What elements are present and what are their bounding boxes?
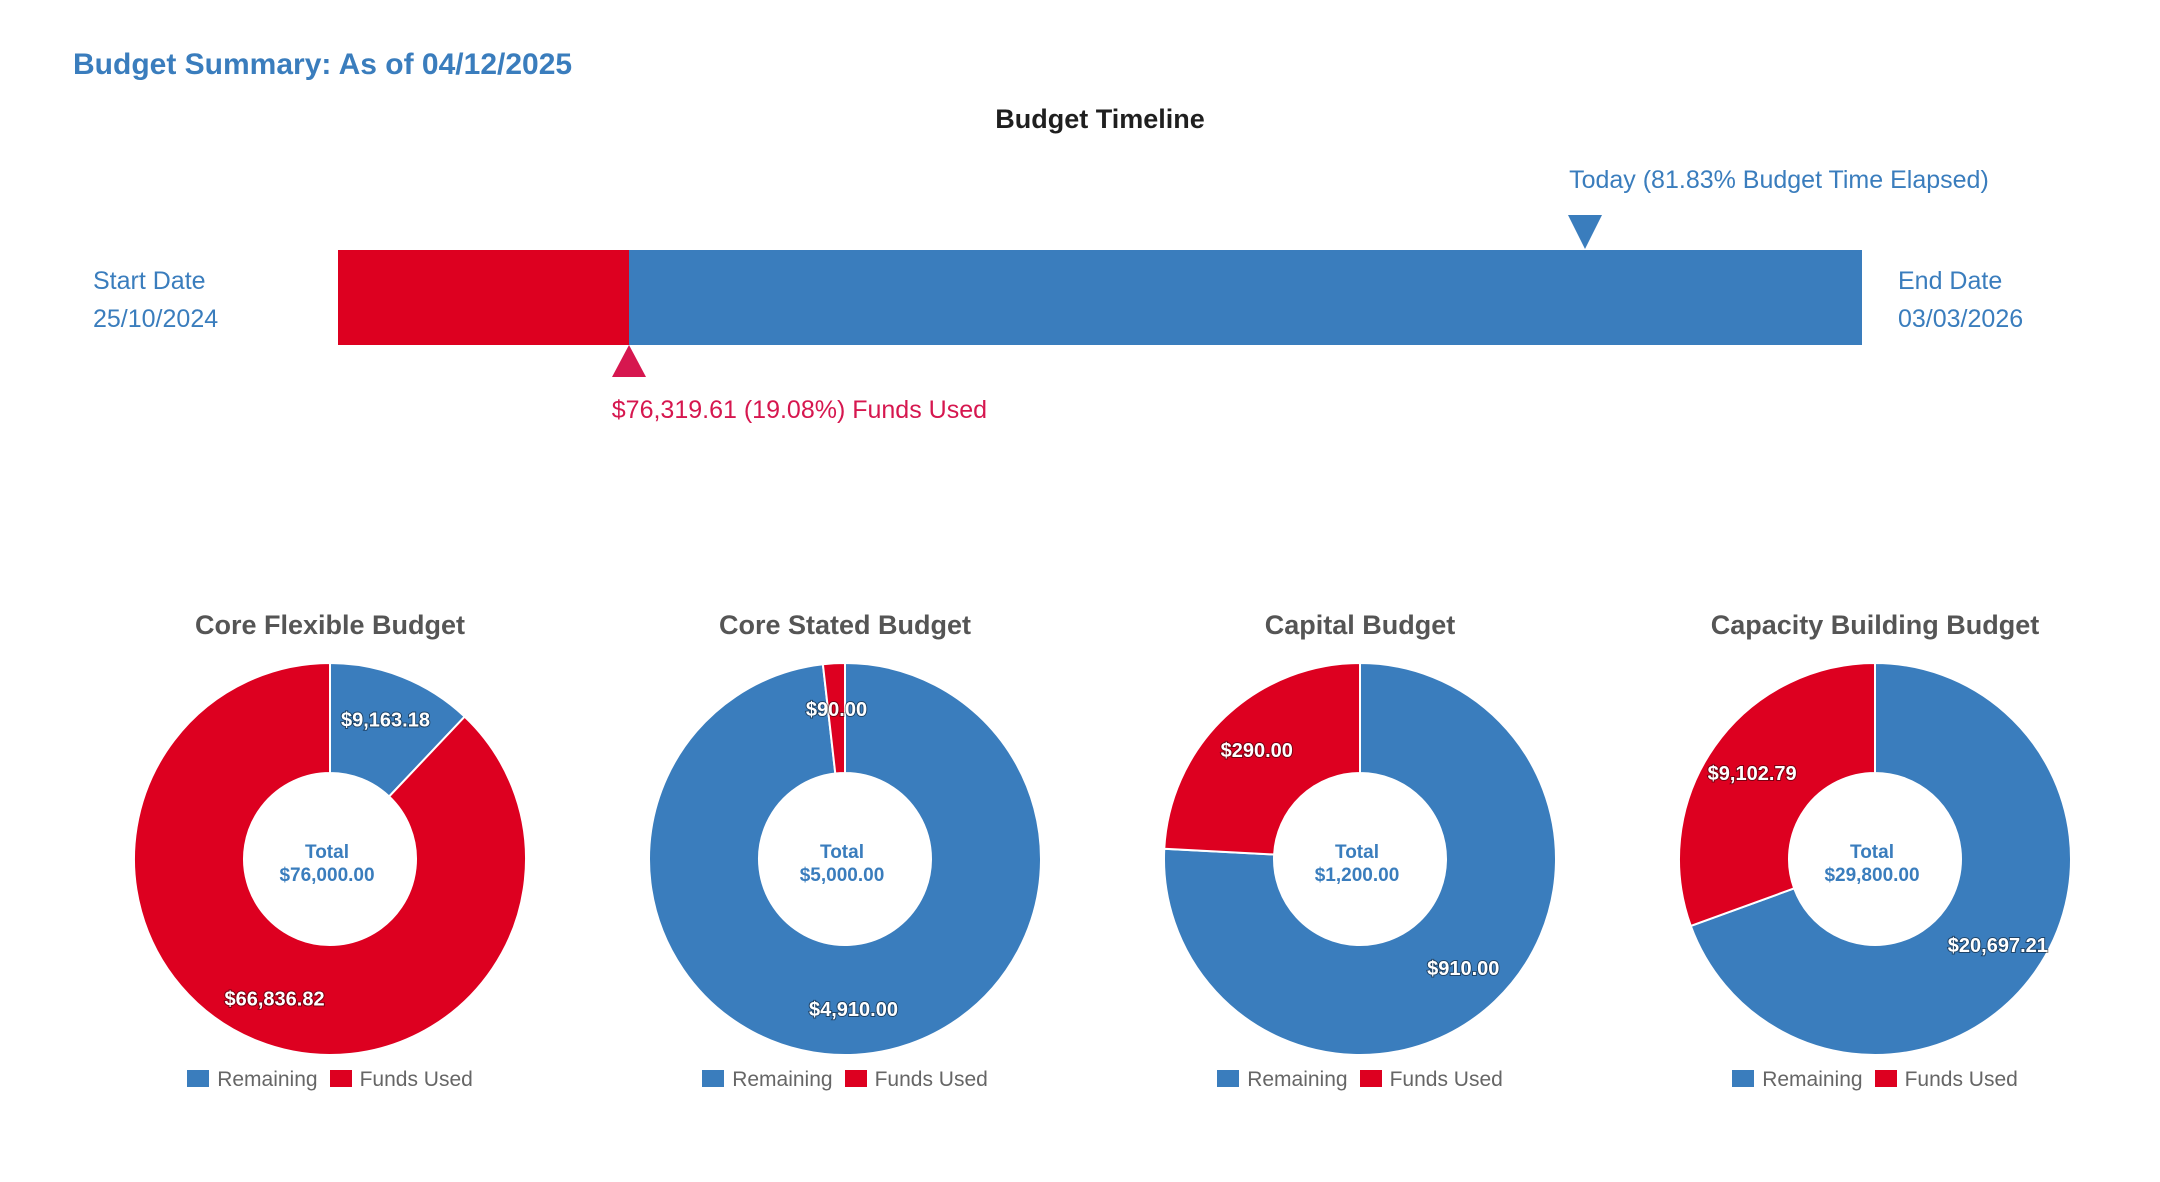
- legend-swatch-icon: [844, 1070, 867, 1087]
- legend-swatch-icon: [329, 1070, 352, 1087]
- chart-title: Capacity Building Budget: [1710, 610, 2040, 640]
- legend-item-funds-used[interactable]: Funds Used: [1874, 1068, 2018, 1092]
- slice-label-funds-used: $9,102.79: [1708, 763, 1797, 785]
- legend-label: Remaining: [217, 1068, 318, 1091]
- center-total-value: $1,200.00: [1315, 865, 1400, 886]
- slice-label-funds-used: $90.00: [806, 699, 867, 721]
- chart-legend: Remaining Funds Used: [1660, 1068, 2090, 1092]
- center-total-label: Total: [820, 842, 864, 863]
- today-label: Today (81.83% Budget Time Elapsed): [1569, 166, 1989, 194]
- page-title: Budget Summary: As of 04/12/2025: [73, 48, 573, 81]
- center-total-label: Total: [1335, 842, 1379, 863]
- legend-label: Funds Used: [1904, 1068, 2018, 1091]
- center-total-value: $76,000.00: [279, 865, 374, 886]
- legend-label: Remaining: [732, 1068, 833, 1091]
- donut-svg: $4,910.00 $90.00 Total$5,000.00: [648, 661, 1042, 1056]
- donut-svg: $9,163.18 $66,836.82 Total$76,000.00: [133, 661, 527, 1056]
- legend-item-funds-used[interactable]: Funds Used: [329, 1068, 473, 1092]
- start-date-label: Start Date: [93, 267, 206, 295]
- donut-chart-capacity-building-budget: Capacity Building Budget $20,697.21 $9,102…: [1660, 600, 2090, 1100]
- slice-label-remaining: $20,697.21: [1948, 935, 2048, 957]
- legend-swatch-icon: [1874, 1070, 1897, 1087]
- legend-swatch-icon: [1359, 1070, 1382, 1087]
- timeline-bar: [338, 250, 1862, 345]
- legend-swatch-icon: [702, 1070, 725, 1087]
- donut-svg: $20,697.21 $9,102.79 Total$29,800.00: [1678, 661, 2072, 1056]
- center-total-label: Total: [1850, 842, 1894, 863]
- center-total-value: $29,800.00: [1824, 865, 1919, 886]
- timeline-funds-used-segment: [338, 250, 629, 345]
- chart-legend: Remaining Funds Used: [115, 1068, 545, 1092]
- slice-remaining[interactable]: [648, 661, 1042, 1056]
- donut-chart-capital-budget: Capital Budget $910.00 $290.00 Total $1,200.…: [1145, 600, 1575, 1100]
- end-date-label: End Date: [1898, 267, 2003, 295]
- funds-used-marker-icon: [611, 345, 646, 377]
- legend-item-remaining[interactable]: Remaining: [702, 1068, 833, 1092]
- legend-item-funds-used[interactable]: Funds Used: [844, 1068, 988, 1092]
- legend-item-remaining[interactable]: Remaining: [187, 1068, 318, 1092]
- legend-swatch-icon: [1732, 1070, 1755, 1087]
- legend-label: Funds Used: [1389, 1068, 1503, 1091]
- end-date-value: 03/03/2026: [1898, 305, 2024, 333]
- legend-item-funds-used[interactable]: Funds Used: [1359, 1068, 1503, 1092]
- funds-used-label: $76,319.61 (19.08%) Funds Used: [611, 396, 988, 424]
- timeline-title: Budget Timeline: [995, 104, 1205, 134]
- chart-title: Capital Budget: [1264, 610, 1456, 640]
- slice-label-remaining: $4,910.00: [809, 999, 898, 1021]
- slice-label-funds-used: $66,836.82: [224, 988, 324, 1010]
- start-date-block: Start Date 25/10/2024: [93, 262, 218, 338]
- slice-funds-used[interactable]: [1163, 661, 1361, 856]
- legend-swatch-icon: [1217, 1070, 1240, 1087]
- chart-legend: Remaining Funds Used: [630, 1068, 1060, 1092]
- chart-legend: Remaining Funds Used: [1145, 1068, 1575, 1092]
- donut-chart-core-flexible-budget: Core Flexible Budget $9,163.18 $66,836.82 T…: [115, 600, 545, 1100]
- legend-label: Remaining: [1247, 1068, 1348, 1091]
- legend-label: Funds Used: [874, 1068, 988, 1091]
- end-date-block: End Date 03/03/2026: [1898, 262, 2023, 338]
- legend-swatch-icon: [187, 1070, 210, 1087]
- legend-item-remaining[interactable]: Remaining: [1732, 1068, 1863, 1092]
- center-total-value: $5,000.00: [800, 865, 885, 886]
- chart-title: Core Flexible Budget: [194, 610, 466, 640]
- legend-label: Funds Used: [359, 1068, 473, 1091]
- slice-funds-used[interactable]: [133, 661, 527, 1056]
- today-marker-icon: [1568, 215, 1603, 249]
- slice-label-funds-used: $290.00: [1221, 740, 1293, 762]
- donut-chart-core-stated-budget: Core Stated Budget $4,910.00 $90.00 Total $5…: [630, 600, 1060, 1100]
- slice-remaining[interactable]: [1689, 661, 2072, 1056]
- slice-funds-used[interactable]: [1678, 661, 1876, 928]
- legend-item-remaining[interactable]: Remaining: [1217, 1068, 1348, 1092]
- chart-title: Core Stated Budget: [718, 610, 972, 640]
- donut-svg: $910.00 $290.00 Total$1,200.00: [1163, 661, 1557, 1056]
- slice-label-remaining: $9,163.18: [341, 710, 430, 732]
- legend-label: Remaining: [1762, 1068, 1863, 1091]
- slice-label-remaining: $910.00: [1427, 958, 1499, 980]
- start-date-value: 25/10/2024: [93, 305, 219, 333]
- slice-funds-used[interactable]: [821, 661, 846, 775]
- center-total-label: Total: [305, 842, 349, 863]
- slice-remaining[interactable]: [1163, 661, 1557, 1056]
